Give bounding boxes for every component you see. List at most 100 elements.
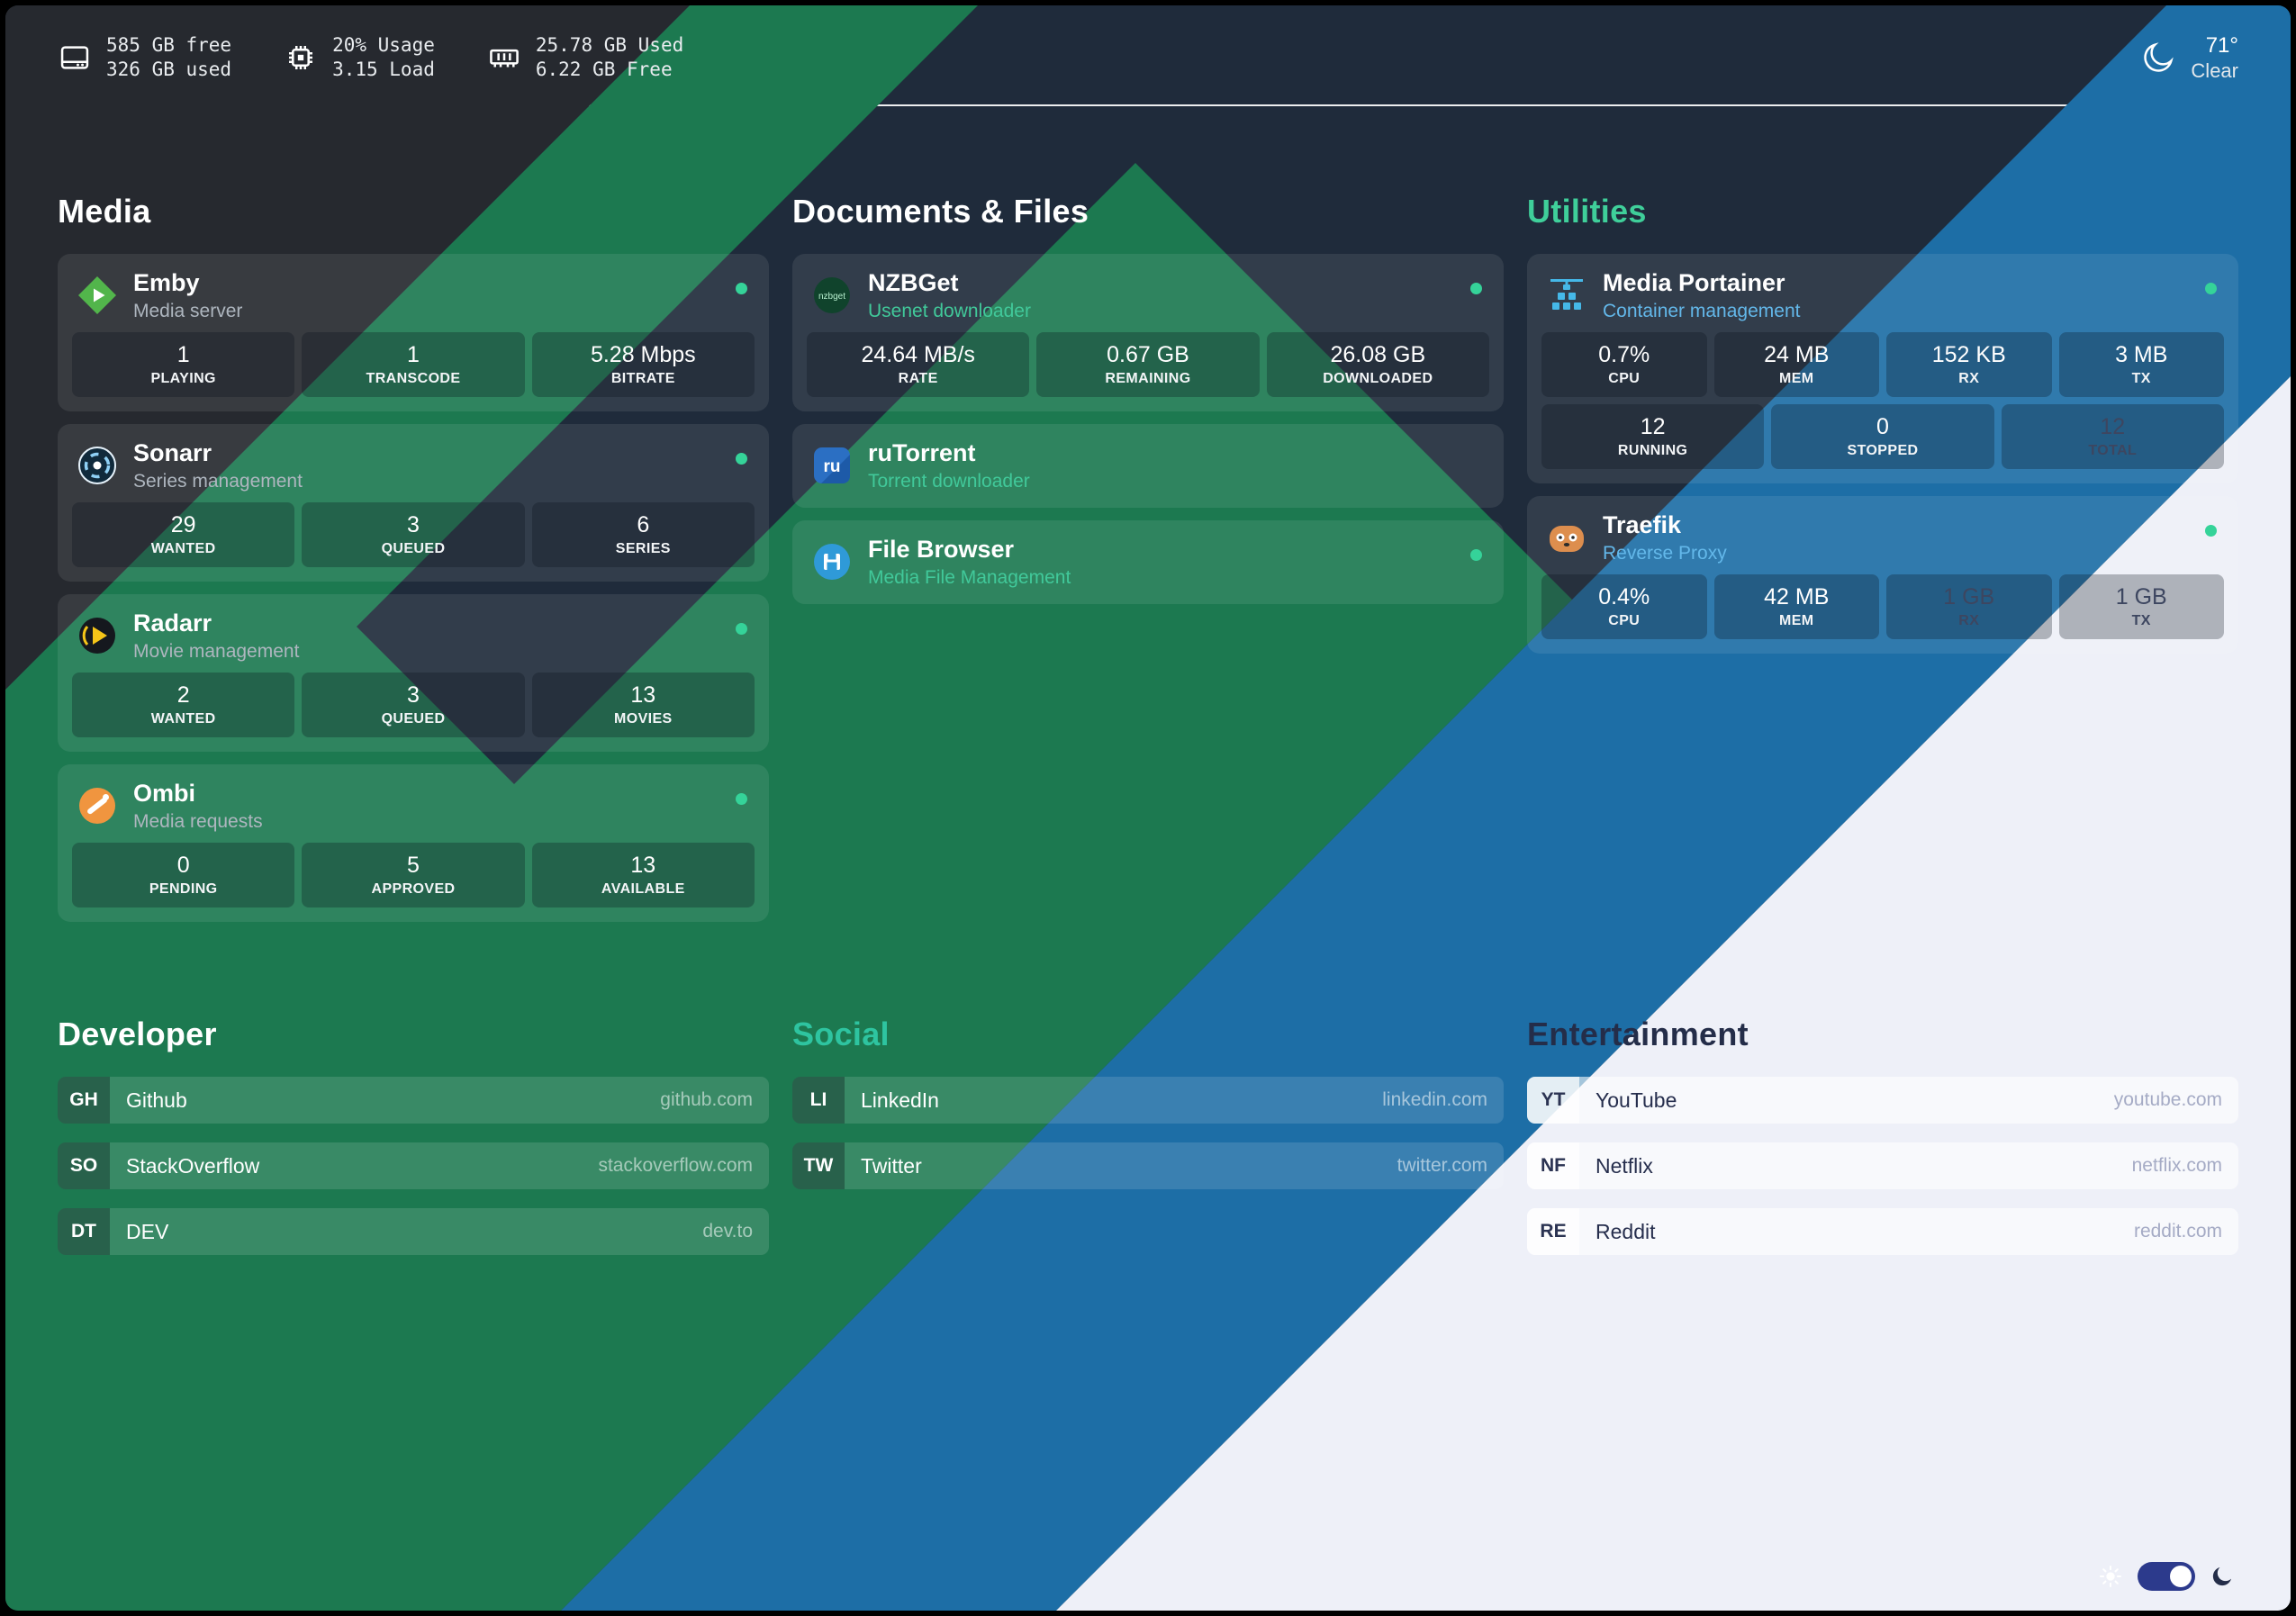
disk-widget: 585 GB free 326 GB used [58, 33, 231, 83]
bookmark-domain: youtube.com [2113, 1089, 2222, 1111]
service-card-ombi[interactable]: Ombi Media requests 0 PENDING 5 APPROVED 1… [58, 764, 769, 923]
weather-widget[interactable]: 71° Clear [2140, 32, 2238, 83]
bookmark-abbr: DT [58, 1208, 110, 1256]
stat-rx: 1 GB RX [1886, 574, 2052, 640]
bookmark-twitter[interactable]: TW Twitter twitter.com [792, 1142, 1504, 1190]
stat-transcode: 1 TRANSCODE [302, 331, 525, 398]
bookmark-youtube[interactable]: YT YouTube youtube.com [1527, 1077, 2238, 1124]
bookmark-dev[interactable]: DT DEV dev.to [58, 1208, 769, 1256]
service-description: Torrent downloader [868, 470, 1030, 492]
service-card-filebrowser[interactable]: File Browser Media File Management [792, 519, 1504, 604]
service-description: Series management [133, 470, 303, 492]
weather-temp: 71° [2205, 33, 2238, 58]
traefik-icon [1545, 517, 1588, 560]
stat-series: 6 SERIES [531, 501, 755, 568]
bookmark-reddit[interactable]: RE Reddit reddit.com [1527, 1208, 2238, 1256]
bookmark-abbr: NF [1527, 1142, 1579, 1190]
bookmark-name: Netflix [1595, 1153, 1653, 1178]
stat-total: 12 TOTAL [2001, 404, 2224, 470]
stat-rate: 24.64 MB/s RATE [807, 331, 1030, 398]
bookmark-abbr: TW [792, 1142, 845, 1190]
service-name: NZBGet [868, 269, 959, 296]
section-title-documents: Documents & Files [792, 193, 1089, 230]
cpu-load: 3.15 Load [332, 59, 435, 80]
topbar: 585 GB free 326 GB used 20% Usage 3.15 L… [5, 5, 2291, 104]
bookmark-linkedin[interactable]: LI LinkedIn linkedin.com [792, 1077, 1504, 1124]
status-dot [1470, 548, 1482, 561]
filebrowser-icon [810, 540, 854, 583]
cpu-stats: 20% Usage 3.15 Load [332, 33, 435, 83]
section-title-developer: Developer [58, 1016, 217, 1053]
service-card-nzbget[interactable]: nzbget NZBGet Usenet downloader 24.64 MB… [792, 254, 1504, 412]
section-title-social: Social [792, 1016, 890, 1053]
bookmark-domain: twitter.com [1397, 1155, 1487, 1177]
cpu-widget: 20% Usage 3.15 Load [284, 33, 435, 83]
bookmark-abbr: LI [792, 1077, 845, 1124]
disk-stats: 585 GB free 326 GB used [106, 33, 231, 83]
bookmark-stackoverflow[interactable]: SO StackOverflow stackoverflow.com [58, 1142, 769, 1190]
sun-icon[interactable] [2098, 1564, 2123, 1589]
service-description: Media server [133, 300, 243, 321]
bookmark-abbr: SO [58, 1142, 110, 1190]
status-dot [2205, 525, 2217, 537]
stat-cpu: 0.7% CPU [1541, 331, 1707, 398]
stat-available: 13 AVAILABLE [531, 842, 755, 908]
service-card-radarr[interactable]: Radarr Movie management 2 WANTED 3 QUEUED … [58, 594, 769, 753]
bookmark-domain: netflix.com [2131, 1155, 2222, 1177]
rutorrent-icon: ru [810, 444, 854, 487]
status-dot [736, 453, 747, 465]
service-card-portainer[interactable]: Media Portainer Container management 0.7… [1527, 254, 2238, 484]
bookmark-name: YouTube [1595, 1088, 1677, 1112]
theme-switch-knob [2170, 1566, 2192, 1587]
bookmark-name: StackOverflow [126, 1153, 260, 1178]
bookmark-netflix[interactable]: NF Netflix netflix.com [1527, 1142, 2238, 1190]
status-dot [736, 623, 747, 636]
bookmark-name: Reddit [1595, 1219, 1656, 1243]
service-name: Traefik [1603, 511, 1682, 539]
bookmarks-grid: Developer GH Github github.com SO StackO… [5, 1016, 2291, 1256]
bookmark-domain: dev.to [702, 1221, 753, 1242]
bookmark-github[interactable]: GH Github github.com [58, 1077, 769, 1124]
stat-tx: 1 GB TX [2058, 574, 2224, 640]
bookmark-name: Github [126, 1088, 187, 1112]
service-card-traefik[interactable]: Traefik Reverse Proxy 0.4% CPU 42 MB MEM 1… [1527, 496, 2238, 655]
radarr-icon [76, 614, 119, 657]
bookmark-domain: github.com [660, 1089, 753, 1111]
service-description: Reverse Proxy [1603, 542, 1727, 564]
service-name: File Browser [868, 535, 1015, 563]
stat-remaining: 0.67 GB REMAINING [1036, 331, 1260, 398]
bookmark-domain: linkedin.com [1382, 1089, 1487, 1111]
portainer-icon [1545, 274, 1588, 317]
stat-movies: 13 MOVIES [531, 672, 755, 738]
disk-free: 585 GB free [106, 33, 232, 56]
stat-cpu: 0.4% CPU [1541, 574, 1707, 640]
topbar-divider [58, 104, 2238, 106]
service-name: ruTorrent [868, 439, 976, 467]
disk-used: 326 GB used [106, 59, 232, 80]
stat-wanted: 2 WANTED [72, 672, 295, 738]
service-description: Container management [1603, 300, 1801, 321]
theme-toggle [2098, 1562, 2235, 1591]
weather-text: 71° Clear [2191, 32, 2238, 83]
service-name: Ombi [133, 780, 196, 808]
service-card-sonarr[interactable]: Sonarr Series management 29 WANTED 3 QUEUE… [58, 424, 769, 582]
sonarr-icon [76, 444, 119, 487]
memory-icon [490, 49, 519, 68]
stat-approved: 5 APPROVED [302, 842, 525, 908]
theme-switch[interactable] [2138, 1562, 2195, 1591]
service-card-rutorrent[interactable]: ru ruTorrent Torrent downloader [792, 424, 1504, 508]
status-dot [736, 283, 747, 294]
memory-used: 25.78 GB Used [535, 33, 684, 56]
memory-free: 6.22 GB Free [535, 59, 673, 80]
moon-icon [2144, 42, 2174, 72]
section-entertainment: Entertainment YT YouTube youtube.com NF … [1527, 1016, 2238, 1256]
emby-icon [76, 274, 119, 317]
bookmark-domain: reddit.com [2133, 1221, 2222, 1242]
dark-moon-icon[interactable] [2210, 1564, 2235, 1589]
status-dot [1470, 283, 1482, 294]
stat-queued: 3 QUEUED [302, 501, 525, 568]
section-social: Social LI LinkedIn linkedin.com TW Twitt… [792, 1016, 1504, 1190]
cpu-usage: 20% Usage [332, 33, 435, 56]
service-card-emby[interactable]: Emby Media server 1 PLAYING 1 TRANSCODE 5.… [58, 254, 769, 412]
stat-tx: 3 MB TX [2058, 331, 2224, 398]
